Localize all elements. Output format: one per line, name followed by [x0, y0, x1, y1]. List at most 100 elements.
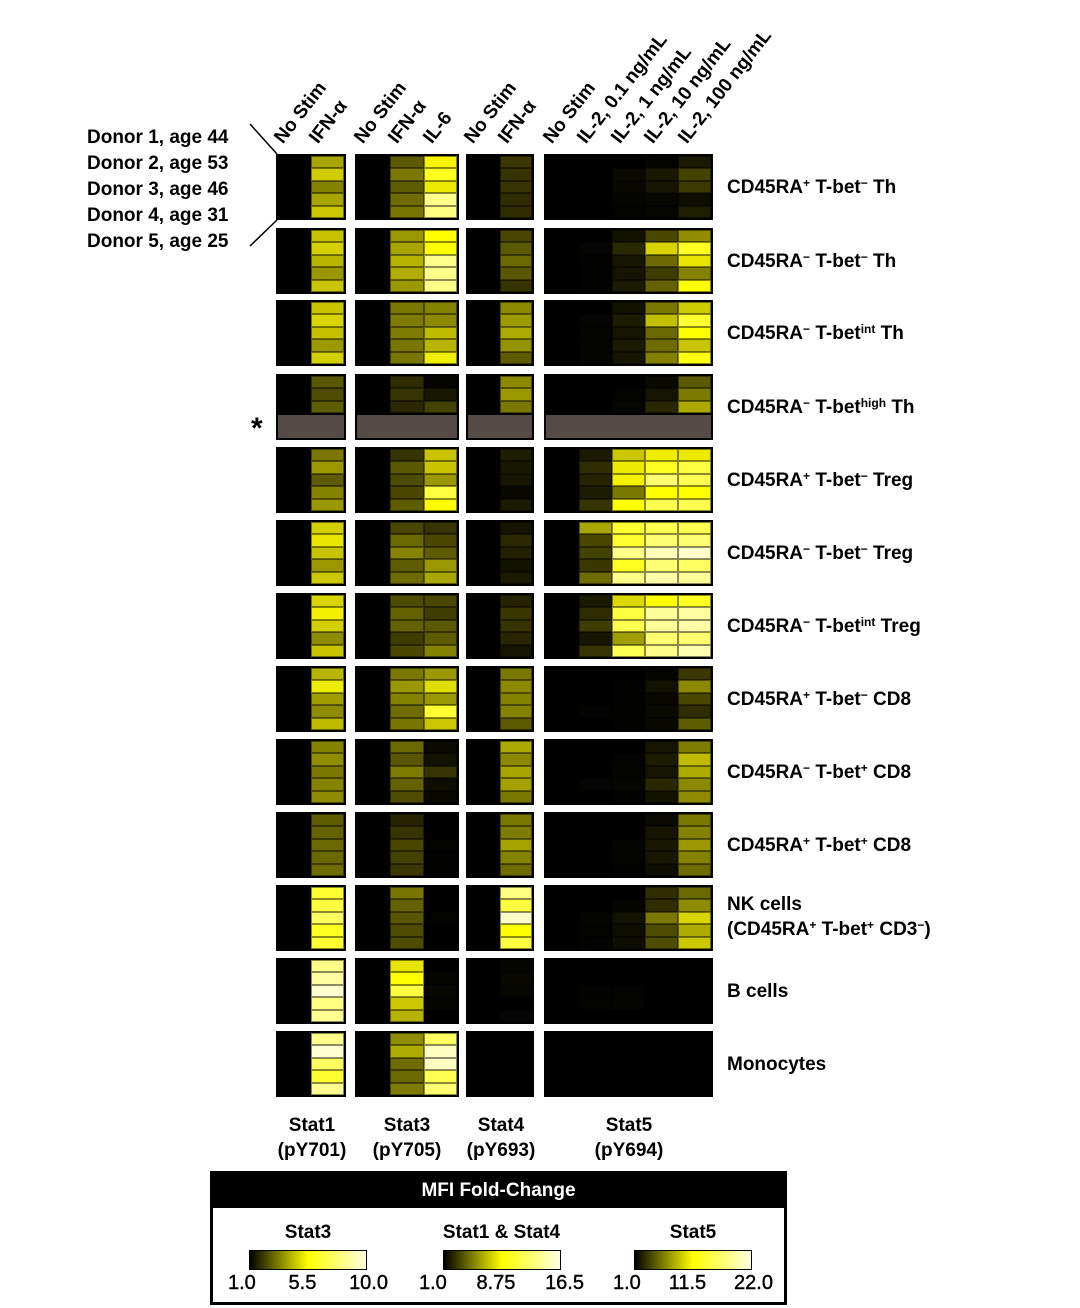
- heatmap-cell: [546, 193, 579, 206]
- heatmap-cell: [357, 314, 391, 327]
- heatmap-block: [466, 1031, 534, 1097]
- heatmap-cell: [678, 473, 711, 487]
- heatmap-cell: [390, 571, 424, 584]
- heatmap-cell: [579, 972, 612, 985]
- heatmap-cell: [423, 449, 457, 462]
- heatmap-cell: [311, 899, 344, 912]
- heatmap-cell: [311, 838, 344, 852]
- heatmap-cell: [311, 936, 344, 949]
- heatmap-block: [276, 374, 346, 415]
- heatmap-cell: [390, 936, 424, 949]
- heatmap-cell: [468, 522, 500, 535]
- heatmap-cell: [546, 1082, 579, 1095]
- heatmap-cell: [311, 887, 344, 900]
- heatmap-cell: [468, 302, 500, 315]
- heatmap-cell: [468, 826, 500, 839]
- heatmap-cell: [278, 571, 311, 584]
- heatmap-block: [276, 1031, 346, 1097]
- heatmap-cell: [612, 960, 645, 973]
- heatmap-cell: [500, 790, 532, 803]
- heatmap-cell: [390, 205, 424, 218]
- heatmap-cell: [645, 753, 678, 766]
- heatmap-cell: [390, 765, 424, 779]
- heatmap-cell: [579, 546, 612, 560]
- heatmap-cell: [423, 1009, 457, 1022]
- heatmap-cell: [678, 1082, 711, 1095]
- heatmap-cell: [612, 279, 645, 292]
- heatmap-cell: [278, 1033, 311, 1046]
- heatmap-cell: [500, 534, 532, 547]
- heatmap-cell: [678, 936, 711, 949]
- heatmap-cell: [500, 680, 532, 693]
- heatmap-cell: [546, 1070, 579, 1083]
- heatmap-cell: [579, 692, 612, 706]
- heatmap-cell: [423, 559, 457, 572]
- heatmap-cell: [546, 851, 579, 864]
- heatmap-cell: [390, 838, 424, 852]
- heatmap-cell: [423, 168, 457, 181]
- heatmap-cell: [390, 388, 424, 401]
- heatmap-cell: [423, 705, 457, 718]
- heatmap-cell: [357, 1033, 391, 1046]
- heatmap-cell: [612, 461, 645, 474]
- heatmap-cell: [468, 461, 500, 474]
- stat4-label: Stat4 (pY693): [466, 1115, 536, 1161]
- heatmap-cell: [500, 899, 532, 912]
- heatmap-cell: [579, 899, 612, 912]
- heatmap-cell: [500, 267, 532, 280]
- heatmap-cell: [579, 205, 612, 218]
- heatmap-cell: [311, 644, 344, 657]
- heatmap-cell: [278, 230, 311, 243]
- heatmap-cell: [390, 753, 424, 766]
- heatmap-cell: [546, 619, 579, 633]
- heatmap-cell: [579, 814, 612, 827]
- heatmap-cell: [579, 156, 612, 169]
- heatmap-cell: [678, 230, 711, 243]
- row-label: B cells: [727, 981, 789, 1002]
- heatmap-cell: [612, 1082, 645, 1095]
- heatmap-block: [276, 739, 346, 805]
- heatmap-cell: [500, 936, 532, 949]
- heatmap-cell: [423, 753, 457, 766]
- heatmap-cell: [579, 838, 612, 852]
- heatmap-cell: [645, 778, 678, 791]
- heatmap-cell: [468, 838, 500, 852]
- heatmap-cell: [311, 717, 344, 730]
- heatmap-cell: [278, 339, 311, 352]
- heatmap-block: [276, 593, 346, 659]
- heatmap-cell: [546, 1033, 579, 1046]
- heatmap-cell: [468, 254, 500, 268]
- heatmap-block: [544, 374, 713, 415]
- heatmap-cell: [357, 607, 391, 620]
- heatmap-cell: [311, 400, 344, 413]
- heatmap-cell: [500, 838, 532, 852]
- heatmap-cell: [500, 765, 532, 779]
- heatmap-cell: [278, 254, 311, 268]
- heatmap-cell: [311, 741, 344, 754]
- stat5-label: Stat5 (pY694): [594, 1115, 664, 1161]
- heatmap-cell: [678, 997, 711, 1010]
- heatmap-cell: [500, 314, 532, 327]
- heatmap-cell: [678, 242, 711, 255]
- heatmap-cell: [468, 741, 500, 754]
- heatmap-cell: [423, 741, 457, 754]
- heatmap-cell: [311, 302, 344, 315]
- heatmap-cell: [357, 473, 391, 487]
- heatmap-cell: [612, 632, 645, 645]
- heatmap-cell: [468, 790, 500, 803]
- colorbar-gradient: [249, 1250, 367, 1270]
- heatmap-cell: [311, 814, 344, 827]
- heatmap-cell: [612, 314, 645, 327]
- heatmap-cell: [546, 302, 579, 315]
- heatmap-cell: [612, 168, 645, 181]
- heatmap-cell: [500, 279, 532, 292]
- heatmap-cell: [390, 644, 424, 657]
- heatmap-cell: [311, 326, 344, 340]
- heatmap-cell: [579, 302, 612, 315]
- heatmap-cell: [500, 692, 532, 706]
- heatmap-cell: [390, 984, 424, 998]
- heatmap-cell: [645, 899, 678, 912]
- heatmap-cell: [579, 1045, 612, 1058]
- heatmap-cell: [357, 376, 391, 389]
- heatmap-cell: [390, 522, 424, 535]
